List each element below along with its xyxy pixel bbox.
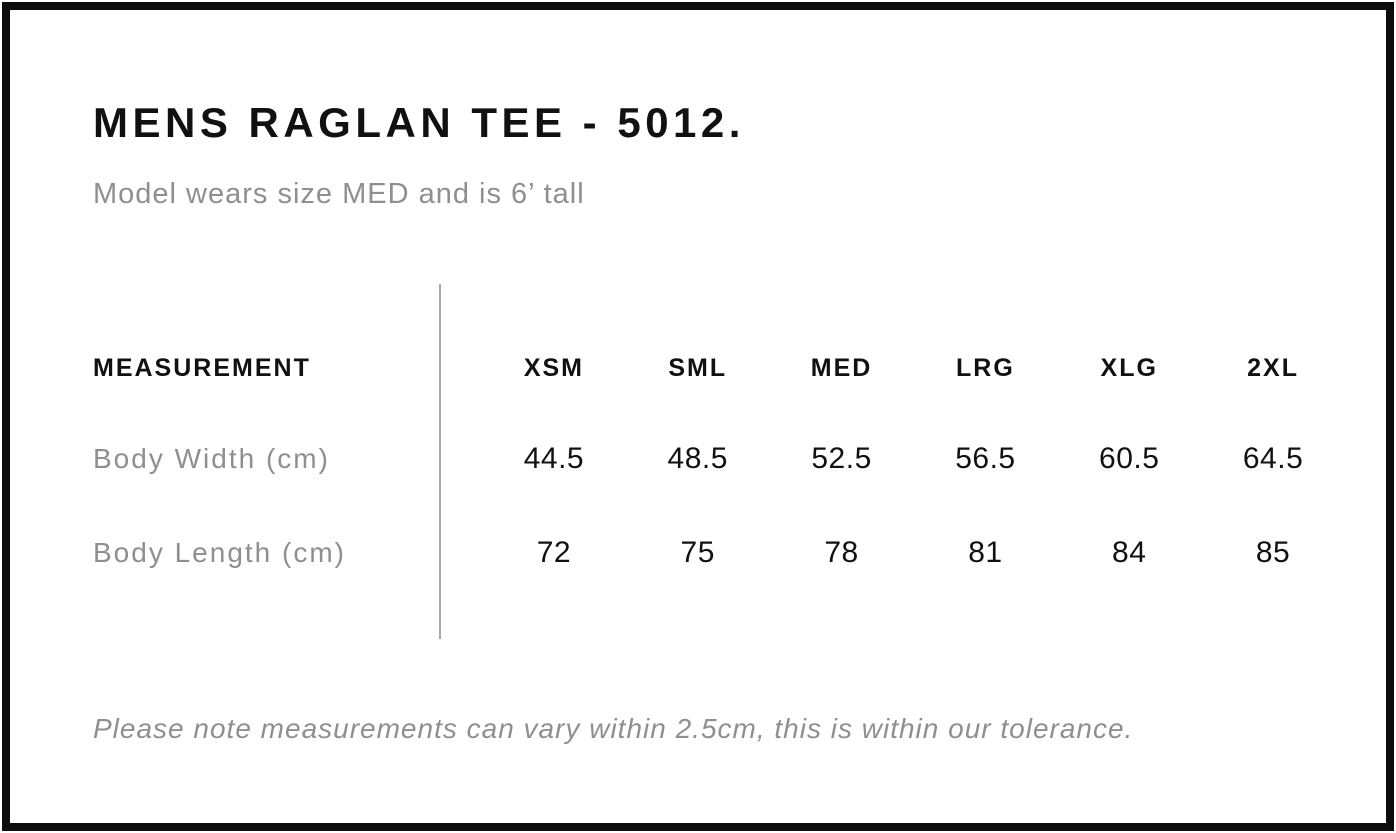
size-column-header-med: MED — [810, 354, 873, 382]
page-title: MENS RAGLAN TEE - 5012. — [93, 99, 745, 146]
body-length-value-lrg: 81 — [968, 536, 1003, 569]
body-width-value-med: 52.5 — [811, 442, 872, 475]
tolerance-note: Please note measurements can vary within… — [93, 713, 1134, 744]
size-column-header-sml: SML — [668, 354, 728, 382]
size-column-header-xlg: XLG — [1100, 354, 1158, 382]
row-label-body-length: Body Length (cm) — [93, 537, 346, 568]
row-label-body-width: Body Width (cm) — [93, 443, 330, 474]
body-width-value-xsm: 44.5 — [523, 442, 585, 475]
table-header-row: MEASUREMENT XSM SML MED LRG XLG 2XL — [93, 353, 1345, 383]
body-length-value-sml: 75 — [680, 536, 715, 569]
table-column-divider — [439, 284, 441, 639]
size-column-header-2xl: 2XL — [1247, 354, 1299, 382]
measurement-column-header: MEASUREMENT — [93, 354, 311, 382]
body-length-value-xlg: 84 — [1112, 536, 1147, 569]
body-width-value-lrg: 56.5 — [955, 442, 1016, 475]
body-length-value-xsm: 72 — [536, 536, 572, 569]
page-subtitle: Model wears size MED and is 6’ tall — [93, 178, 585, 210]
size-column-header-xsm: XSM — [523, 354, 584, 382]
body-length-value-med: 78 — [824, 536, 859, 569]
table-row-body-width: Body Width (cm) 44.5 48.5 52.5 56.5 60.5… — [93, 442, 1345, 476]
body-width-value-xlg: 60.5 — [1099, 442, 1160, 475]
body-width-value-sml: 48.5 — [667, 442, 728, 475]
body-width-value-2xl: 64.5 — [1242, 442, 1304, 475]
body-length-value-2xl: 85 — [1255, 536, 1291, 569]
size-column-header-lrg: LRG — [956, 354, 1015, 382]
table-row-body-length: Body Length (cm) 72 75 78 81 84 85 — [93, 536, 1345, 570]
